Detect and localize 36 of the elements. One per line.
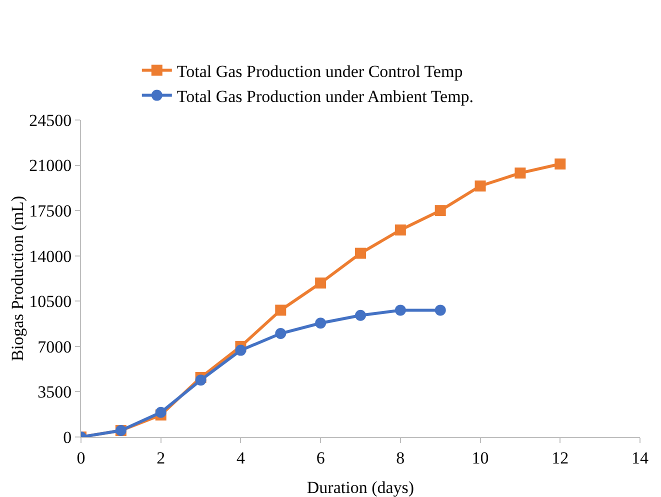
point [514, 168, 526, 179]
legend-label: Total Gas Production under Control Temp [176, 62, 463, 81]
point [355, 310, 366, 321]
point [275, 328, 286, 339]
point [434, 304, 446, 316]
y-tick-label: 14000 [29, 246, 72, 266]
point [195, 374, 206, 386]
point [155, 406, 166, 418]
y-tick-label: 3500 [38, 382, 72, 402]
y-tick-label: 10500 [29, 292, 72, 312]
y-tick-label: 0 [63, 428, 72, 447]
point [315, 278, 326, 289]
x-axis-title: Duration (days) [306, 478, 414, 497]
y-axis-title: Biogas Production (mL) [8, 196, 28, 362]
x-tick-label: 6 [316, 448, 325, 468]
x-tick-label: 0 [76, 448, 86, 468]
point [394, 224, 406, 236]
x-tick-label: 10 [472, 448, 489, 468]
point [355, 248, 366, 259]
x-tick-label: 12 [552, 448, 569, 468]
y-tick-label: 17500 [29, 202, 72, 221]
y-tick-label: 7000 [38, 337, 72, 356]
x-tick-label: 8 [396, 448, 405, 468]
y-tick-label: 21000 [29, 156, 72, 176]
point [474, 180, 486, 192]
point [235, 344, 246, 356]
x-tick-label: 2 [156, 448, 166, 468]
y-tick-label: 24500 [29, 110, 72, 130]
point [275, 304, 286, 316]
x-tick-label: 4 [236, 448, 246, 468]
point [554, 158, 566, 170]
x-tick-label: 14 [632, 448, 649, 468]
point [434, 205, 446, 216]
point [315, 318, 326, 329]
legend-label: Total Gas Production under Ambient Temp. [176, 86, 474, 106]
point [394, 304, 406, 316]
